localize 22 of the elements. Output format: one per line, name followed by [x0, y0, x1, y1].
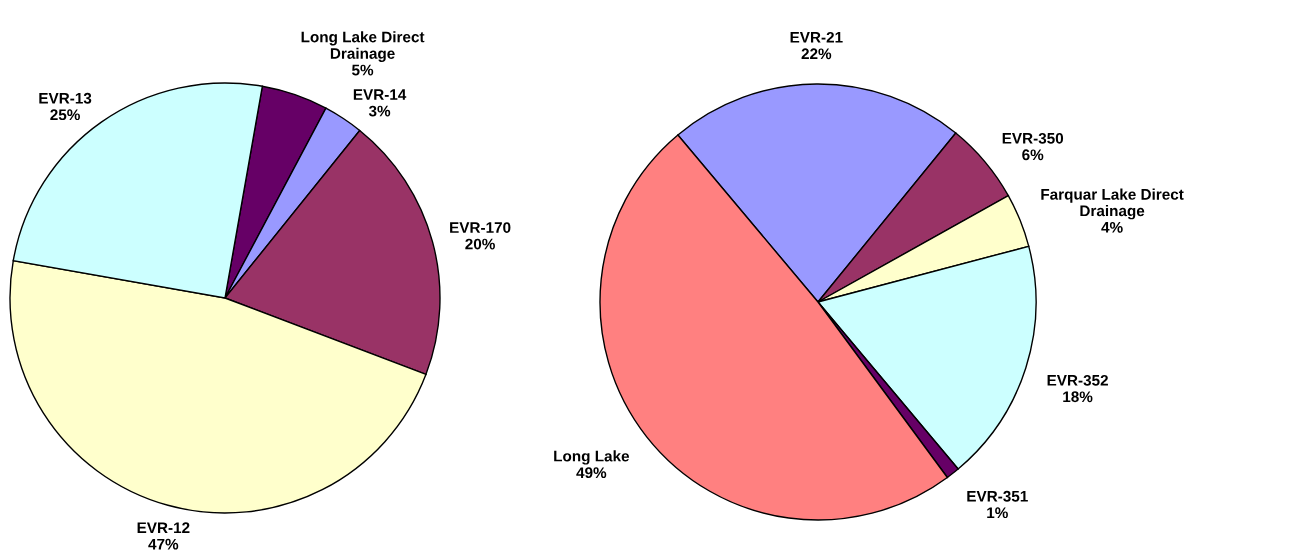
data-label: 47% [148, 538, 179, 550]
data-label: 25% [50, 109, 80, 121]
data-label: 5% [351, 64, 374, 76]
data-label: 49% [576, 467, 607, 479]
data-label: 4% [1101, 221, 1123, 233]
slice-label: EVR-12 [137, 522, 190, 533]
slice-label: Long Lake Direct Drainage [301, 31, 425, 62]
slice-label: EVR-352 [1047, 374, 1108, 386]
data-label: 22% [801, 48, 832, 60]
data-label: 20% [465, 238, 495, 250]
data-label: 6% [1022, 149, 1044, 161]
slice-label: EVR-14 [353, 89, 407, 100]
data-label: 1% [987, 507, 1008, 519]
slice-label: EVR-351 [967, 490, 1028, 502]
slice-label: Farquar Lake Direct Drainage [1041, 188, 1184, 220]
slice-label: EVR-13 [39, 92, 92, 104]
slice-label: EVR-170 [450, 222, 511, 233]
slice-label: EVR-21 [790, 31, 843, 43]
data-label: 3% [368, 105, 391, 117]
slice-label: EVR-350 [1002, 132, 1064, 144]
data-label: 18% [1063, 391, 1093, 403]
slice-label: Long Lake [554, 450, 630, 465]
